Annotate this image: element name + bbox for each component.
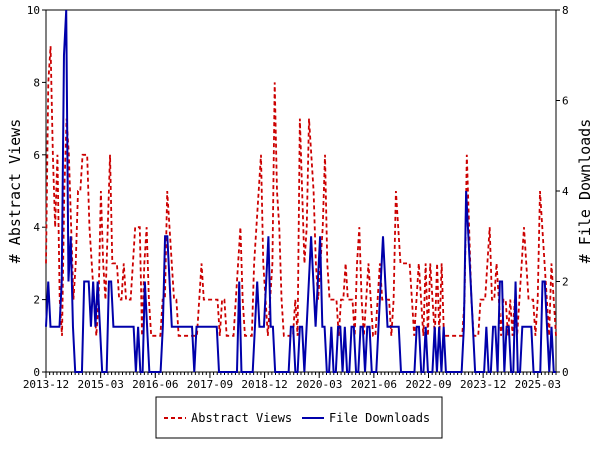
legend-box [155,396,443,439]
x-axis: 2013-12 2015-03 2016-06 2017-09 2018-12 2020-… [23,372,561,391]
left-y-tick-label: 6 [33,149,40,162]
x-tick-label: 2025-03 [515,378,561,391]
x-tick-label: 2018-12 [241,378,287,391]
right-y-tick-label: 2 [562,276,569,289]
x-tick-label: 2023-12 [460,378,506,391]
plot-area [45,9,557,373]
x-tick-label: 2017-09 [187,378,233,391]
y-axis-right-label: # File Downloads [576,119,594,264]
series-line-file-downloads [45,9,556,373]
x-tick-label: 2016-06 [132,378,178,391]
left-y-axis: 0 2 4 6 8 10 [27,4,46,379]
y-axis-left-label: # Abstract Views [6,119,24,264]
x-tick-label: 2013-12 [23,378,69,391]
legend: Abstract Views File Downloads [155,396,443,439]
left-y-tick-label: 2 [33,294,40,307]
x-tick-label: 2015-03 [77,378,123,391]
right-y-axis: 0 2 4 6 8 [556,4,569,379]
x-tick-label: 2021-06 [351,378,397,391]
right-y-tick-label: 6 [562,95,569,108]
x-tick-label: 2022-09 [405,378,451,391]
right-y-tick-label: 0 [562,366,569,379]
x-tick-label: 2020-03 [296,378,342,391]
left-y-tick-label: 0 [33,366,40,379]
legend-label-file-downloads: File Downloads [329,411,430,425]
series-layer [45,9,557,373]
left-y-tick-label: 10 [27,4,40,17]
left-y-tick-label: 4 [33,221,40,234]
right-y-tick-label: 8 [562,4,569,17]
left-y-tick-label: 8 [33,76,40,89]
legend-label-abstract-views: Abstract Views [191,411,292,425]
right-y-tick-label: 4 [562,185,569,198]
